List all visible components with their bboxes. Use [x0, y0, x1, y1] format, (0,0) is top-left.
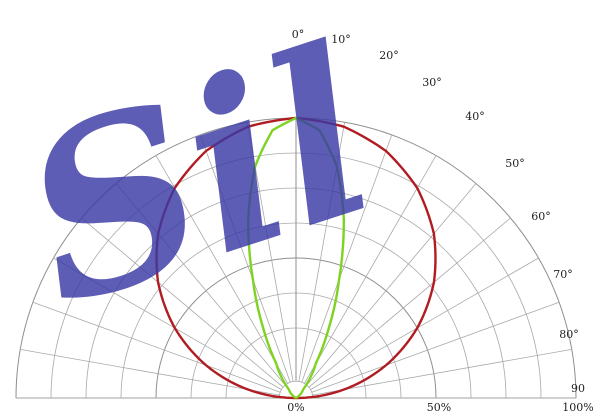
grid-spoke — [310, 257, 539, 390]
series-layer — [155, 116, 437, 400]
angle-tick-label: 20° — [379, 49, 399, 62]
radial-tick-label: 100% — [562, 401, 593, 414]
grid-spoke — [306, 183, 477, 386]
angle-tick-label: 90 — [571, 382, 585, 395]
watermark-text: Sil — [0, 0, 402, 358]
angle-tick-label: 60° — [531, 210, 551, 223]
grid-spoke — [115, 183, 286, 386]
polar-grid — [15, 117, 577, 399]
grid-spoke — [155, 155, 288, 384]
angle-tick-label: 0° — [292, 28, 305, 41]
radial-tick-label: 50% — [427, 401, 451, 414]
grid-spoke — [304, 155, 437, 384]
series-line-2 — [246, 116, 346, 400]
angle-tick-label: 10° — [331, 33, 351, 46]
angle-tick-label: 80° — [559, 328, 579, 341]
angle-tick-labels: 0° 10° 20° 30° 40° 50° 60° 70° 80° 90 — [292, 28, 585, 395]
radial-tick-labels: 0% 50% 100% — [287, 401, 593, 414]
radial-tick-label: 0% — [287, 401, 304, 414]
grid-spoke — [311, 301, 560, 393]
angle-tick-label: 50° — [505, 157, 525, 170]
grid-spoke — [312, 348, 572, 396]
grid-spoke — [53, 257, 282, 390]
grid-spoke — [81, 217, 284, 388]
grid-spoke — [308, 217, 511, 388]
angle-tick-label: 30° — [422, 76, 442, 89]
grid-spoke — [199, 134, 291, 383]
grid-spoke — [301, 134, 393, 383]
angle-tick-label: 70° — [553, 268, 573, 281]
angle-tick-label: 40° — [465, 110, 485, 123]
grid-spoke — [32, 301, 281, 393]
grid-spoke — [20, 348, 280, 396]
